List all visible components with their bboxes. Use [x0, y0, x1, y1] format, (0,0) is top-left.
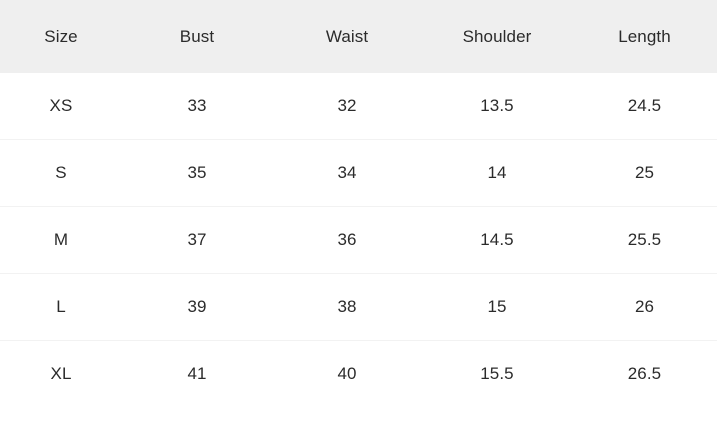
cell-length: 25.5 — [572, 206, 717, 274]
size-chart-table: Size Bust Waist Shoulder Length XS 33 32… — [0, 0, 717, 407]
cell-bust: 39 — [122, 273, 272, 341]
cell-bust: 33 — [122, 73, 272, 140]
cell-length: 24.5 — [572, 73, 717, 140]
table-header-row: Size Bust Waist Shoulder Length — [0, 0, 717, 73]
table-body: XS 33 32 13.5 24.5 S 35 34 14 25 M 37 36… — [0, 73, 717, 407]
column-header-size: Size — [44, 26, 78, 46]
table-row: M 37 36 14.5 25.5 — [0, 206, 717, 274]
column-header-bust: Bust — [179, 26, 215, 46]
cell-waist: 38 — [272, 273, 422, 341]
cell-shoulder: 14.5 — [422, 206, 572, 274]
cell-length: 26 — [572, 273, 717, 341]
cell-waist: 36 — [272, 206, 422, 274]
cell-shoulder: 14 — [422, 139, 572, 207]
table-row: L 39 38 15 26 — [0, 273, 717, 341]
cell-bust: 35 — [122, 139, 272, 207]
column-header-length: Length — [618, 26, 671, 46]
cell-bust: 37 — [122, 206, 272, 274]
cell-length: 26.5 — [627, 364, 662, 383]
cell-shoulder: 15.5 — [480, 364, 514, 383]
cell-size: S — [0, 139, 122, 207]
cell-waist: 32 — [272, 73, 422, 140]
cell-bust: 41 — [187, 364, 207, 383]
table-header: Size Bust Waist Shoulder Length — [0, 0, 717, 73]
cell-waist: 34 — [272, 139, 422, 207]
table-row: XL 41 40 15.5 26.5 — [0, 340, 717, 407]
cell-shoulder: 13.5 — [422, 73, 572, 140]
table-row: S 35 34 14 25 — [0, 139, 717, 207]
cell-size: L — [0, 273, 122, 341]
cell-size: XS — [0, 73, 122, 140]
column-header-shoulder: Shoulder — [462, 26, 532, 46]
cell-size: XL — [50, 364, 72, 383]
cell-waist: 40 — [337, 364, 357, 383]
column-header-waist: Waist — [325, 26, 369, 46]
cell-size: M — [0, 206, 122, 274]
cell-shoulder: 15 — [422, 273, 572, 341]
table-row: XS 33 32 13.5 24.5 — [0, 73, 717, 140]
cell-length: 25 — [572, 139, 717, 207]
